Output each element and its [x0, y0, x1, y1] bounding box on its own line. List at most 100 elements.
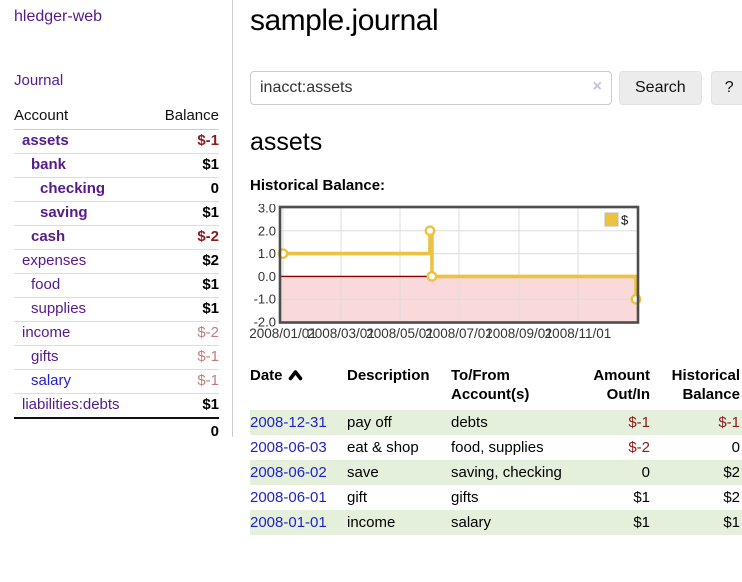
account-balance: $1 — [202, 204, 219, 221]
balance-cell: 0 — [731, 439, 740, 456]
app-title-link[interactable]: hledger-web — [14, 8, 103, 25]
amount-cell: $1 — [633, 514, 650, 531]
search-input[interactable] — [250, 71, 612, 105]
amount-cell: $-1 — [628, 414, 650, 431]
table-row: 2008-06-03 eat & shop food, supplies $-2 0 — [250, 435, 742, 460]
account-row: food $1 — [14, 273, 219, 297]
table-row: 2008-12-31 pay off debts $-1 $-1 — [250, 410, 742, 435]
account-link-supplies[interactable]: supplies — [31, 300, 87, 317]
help-button[interactable]: ? — [710, 71, 742, 105]
account-link-bank[interactable]: bank — [31, 156, 67, 173]
historical-balance-chart: $3.0 2.0 1.0 0.0 -1.0 -2.0 2008/01/01 2008/03/0… — [249, 201, 642, 346]
y-axis-tick-label: 3.0 — [258, 204, 276, 216]
account-link-checking[interactable]: checking — [40, 180, 106, 197]
transaction-date-link[interactable]: 2008-01-01 — [250, 514, 327, 531]
x-axis-tick-label: 2008/01/01 — [250, 326, 317, 341]
search-button[interactable]: Search — [619, 71, 702, 105]
amount-column-header: Amount Out/In — [593, 367, 650, 403]
balance-cell: $2 — [723, 464, 740, 481]
table-row: 2008-01-01 income salary $1 $1 — [250, 510, 742, 535]
balance-cell: $2 — [723, 489, 740, 506]
description-cell: gift — [347, 489, 368, 506]
page-title: sample.journal — [250, 4, 439, 37]
balance-cell: $-1 — [718, 414, 740, 431]
transaction-date-link[interactable]: 2008-06-02 — [250, 464, 327, 481]
account-row: bank $1 — [14, 153, 219, 177]
description-cell: income — [347, 514, 396, 531]
account-balance: $-1 — [197, 132, 219, 149]
x-axis-tick-label: 2008/07/01 — [425, 326, 493, 341]
legend-swatch — [604, 212, 619, 227]
account-balance: 0 — [210, 180, 219, 197]
account-link-saving[interactable]: saving — [40, 204, 88, 221]
account-balance: $-2 — [197, 228, 219, 245]
account-balance: $-1 — [197, 372, 219, 389]
account-row: checking 0 — [14, 177, 219, 201]
sidebar-item-journal[interactable]: Journal — [14, 72, 64, 89]
account-link-expenses[interactable]: expenses — [22, 252, 87, 269]
account-column-header: Account — [14, 107, 69, 124]
y-axis-tick-label: 2.0 — [258, 223, 276, 238]
account-row: income $-2 — [14, 321, 219, 345]
account-link-cash[interactable]: cash — [31, 228, 66, 245]
account-link-liabilities-debts[interactable]: liabilities:debts — [22, 396, 120, 413]
x-axis-tick-label: 2008/11/01 — [545, 326, 612, 341]
sort-ascending-icon — [288, 370, 302, 381]
account-row: assets $-1 — [14, 130, 219, 153]
account-heading: assets — [250, 128, 323, 156]
accounts-cell: food, supplies — [451, 439, 544, 456]
date-cell: 2008-01-01 — [250, 510, 347, 535]
accounts-cell: debts — [451, 414, 488, 431]
register-header-row: Date Description To/From Account(s) Amou… — [250, 364, 742, 410]
chart-title: Historical Balance: — [250, 177, 386, 194]
legend-label: $ — [621, 213, 629, 228]
description-cell: eat & shop — [347, 439, 419, 456]
account-row: liabilities:debts $1 — [14, 393, 219, 417]
accounts-cell: saving, checking — [451, 464, 562, 481]
account-balance: $1 — [202, 276, 219, 293]
date-cell: 2008-06-03 — [250, 435, 347, 460]
y-axis-tick-label: 0.0 — [258, 269, 276, 284]
balance-cell: $1 — [723, 514, 740, 531]
description-column-header: Description — [347, 367, 430, 384]
accounts-column-header: To/From Account(s) — [451, 367, 530, 403]
account-link-food[interactable]: food — [31, 276, 61, 293]
x-axis-tick-label: 2008/03/01 — [307, 326, 375, 341]
date-column-header[interactable]: Date — [250, 364, 347, 410]
balance-column-header-main: Historical Balance — [671, 367, 740, 403]
table-row: 2008-06-02 save saving, checking 0 $2 — [250, 460, 742, 485]
description-cell: pay off — [347, 414, 392, 431]
date-cell: 2008-12-31 — [250, 410, 347, 435]
x-axis-tick-label: 2008/05/01 — [366, 326, 434, 341]
transaction-date-link[interactable]: 2008-06-01 — [250, 489, 327, 506]
account-row: gifts $-1 — [14, 345, 219, 369]
account-row: salary $-1 — [14, 369, 219, 393]
amount-cell: $1 — [633, 489, 650, 506]
accounts-list: assets $-1 bank $1 checking 0 saving $1 cash $-2 e… — [14, 130, 219, 417]
date-cell: 2008-06-02 — [250, 460, 347, 485]
y-axis-tick-label: -2.0 — [254, 315, 276, 330]
sidebar: hledger-web Journal Account Balance asse… — [0, 0, 233, 440]
account-link-salary[interactable]: salary — [31, 372, 72, 389]
account-link-assets[interactable]: assets — [22, 132, 69, 149]
accounts-table: Account Balance assets $-1 bank $1 checking 0… — [14, 104, 219, 444]
accounts-cell: salary — [451, 514, 492, 531]
account-balance: $1 — [202, 156, 219, 173]
data-point-marker — [424, 225, 436, 237]
transaction-date-link[interactable]: 2008-12-31 — [250, 414, 327, 431]
date-header-label: Date — [250, 367, 283, 384]
account-row: saving $1 — [14, 201, 219, 225]
historical-balance-chart-svg: $3.0 2.0 1.0 0.0 -1.0 -2.02008/01/012008/03/0… — [249, 201, 642, 341]
account-link-income[interactable]: income — [22, 324, 71, 341]
data-point-marker — [426, 271, 438, 282]
main-content: sample.journal × Search ? assets Histori… — [234, 0, 742, 535]
accounts-total: 0 — [14, 417, 219, 444]
amount-cell: $-2 — [628, 439, 650, 456]
accounts-cell: gifts — [451, 489, 479, 506]
description-cell: save — [347, 464, 379, 481]
account-link-gifts[interactable]: gifts — [31, 348, 59, 365]
account-row: supplies $1 — [14, 297, 219, 321]
clear-search-icon[interactable]: × — [592, 78, 602, 95]
balance-column-header: Balance — [164, 107, 219, 124]
transaction-date-link[interactable]: 2008-06-03 — [250, 439, 327, 456]
